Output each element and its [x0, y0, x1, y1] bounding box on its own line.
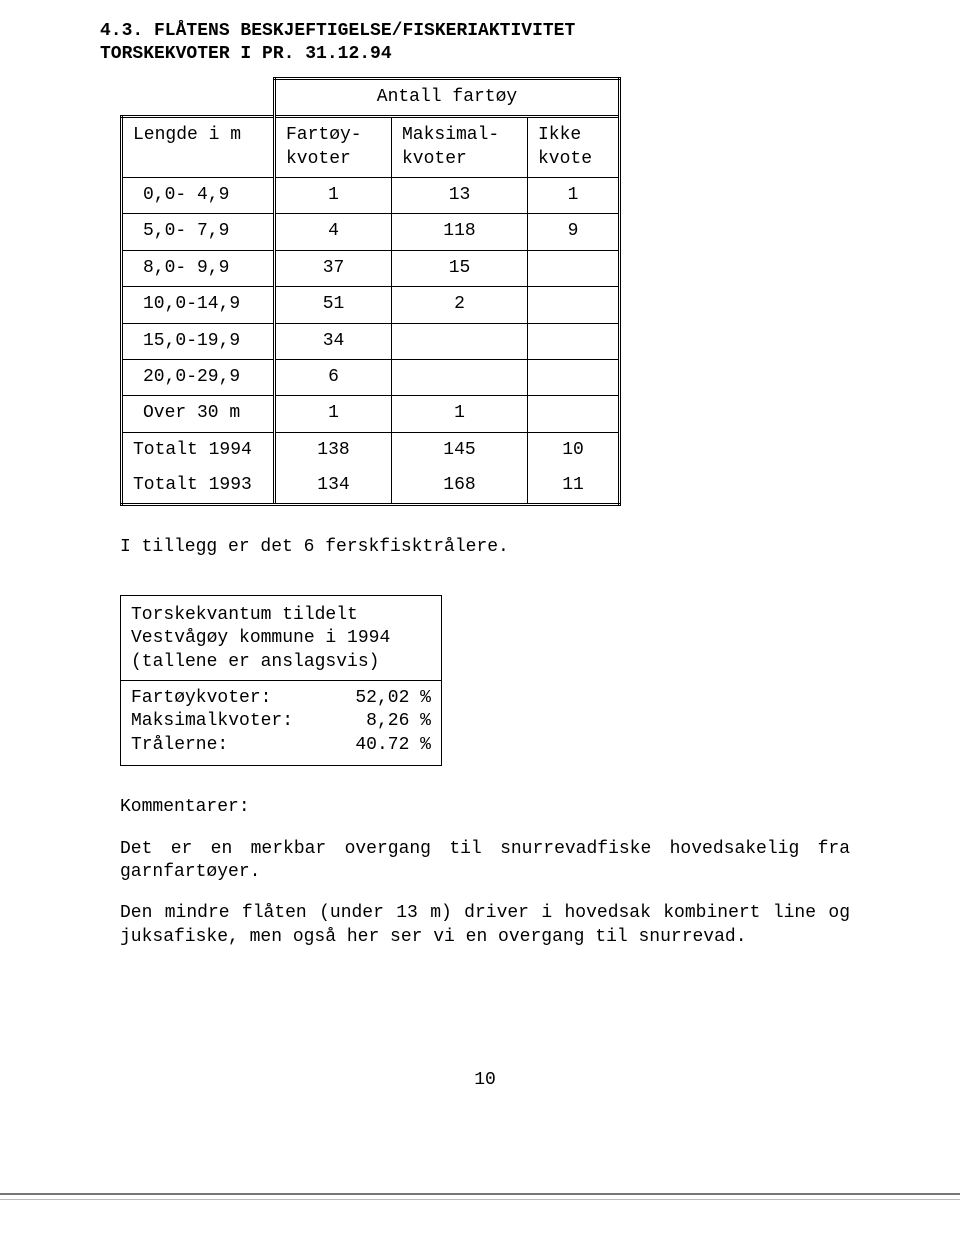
- cell-a: 134: [275, 468, 392, 505]
- box-header-line: Vestvågøy kommune i 1994: [131, 627, 431, 650]
- cell-b: 13: [392, 177, 528, 213]
- section-title: 4.3. FLÅTENS BESKJEFTIGELSE/FISKERIAKTIV…: [100, 20, 870, 67]
- cell-a: 37: [275, 250, 392, 286]
- table-row: 15,0-19,9 34: [122, 323, 620, 359]
- cell-c: 11: [528, 468, 620, 505]
- cell-a: 138: [275, 432, 392, 468]
- comments-para-1: Det er en merkbar overgang til snurrevad…: [120, 838, 850, 885]
- table-super-header-row: Antall fartøy: [122, 78, 620, 116]
- cell-a: 4: [275, 214, 392, 250]
- table-total-row: Totalt 1993 134 168 11: [122, 468, 620, 505]
- title-line-1: 4.3. FLÅTENS BESKJEFTIGELSE/FISKERIAKTIV…: [100, 20, 870, 43]
- cell-b: 1: [392, 396, 528, 432]
- box-header-line: Torskekvantum tildelt: [131, 604, 431, 627]
- cell-c: 9: [528, 214, 620, 250]
- cell-c: 10: [528, 432, 620, 468]
- allocation-box: Torskekvantum tildelt Vestvågøy kommune …: [120, 595, 442, 766]
- cell-b: 15: [392, 250, 528, 286]
- cell-len: Totalt 1993: [122, 468, 275, 505]
- cell-a: 34: [275, 323, 392, 359]
- allocation-value: 40.72 %: [355, 734, 431, 757]
- allocation-value: 52,02 %: [355, 687, 431, 710]
- cell-b: 118: [392, 214, 528, 250]
- cell-b: 168: [392, 468, 528, 505]
- allocation-row: Trålerne: 40.72 %: [131, 734, 431, 757]
- cell-b: [392, 323, 528, 359]
- box-header-line: (tallene er anslagsvis): [131, 651, 431, 674]
- table-total-row: Totalt 1994 138 145 10: [122, 432, 620, 468]
- note-after-table: I tillegg er det 6 ferskfisktrålere.: [120, 536, 870, 559]
- allocation-box-header: Torskekvantum tildelt Vestvågøy kommune …: [121, 596, 441, 681]
- allocation-row: Maksimalkvoter: 8,26 %: [131, 710, 431, 733]
- comments-heading: Kommentarer:: [120, 796, 850, 819]
- allocation-label: Fartøykvoter:: [131, 687, 271, 710]
- cell-len: 8,0- 9,9: [122, 250, 275, 286]
- allocation-row: Fartøykvoter: 52,02 %: [131, 687, 431, 710]
- cell-len: Totalt 1994: [122, 432, 275, 468]
- cell-c: [528, 323, 620, 359]
- footer-rule: [0, 1193, 960, 1200]
- cell-len: 0,0- 4,9: [122, 177, 275, 213]
- table-row: Over 30 m 1 1: [122, 396, 620, 432]
- table-row: 8,0- 9,9 37 15: [122, 250, 620, 286]
- allocation-box-body: Fartøykvoter: 52,02 % Maksimalkvoter: 8,…: [121, 681, 441, 765]
- table-row: 20,0-29,9 6: [122, 359, 620, 395]
- page: 4.3. FLÅTENS BESKJEFTIGELSE/FISKERIAKTIV…: [0, 0, 960, 1133]
- cell-len: 10,0-14,9: [122, 287, 275, 323]
- cell-c: [528, 250, 620, 286]
- allocation-value: 8,26 %: [355, 710, 431, 733]
- main-table-wrap: Antall fartøy Lengde i m Fartøy- kvoter …: [120, 77, 870, 507]
- table-row: 10,0-14,9 51 2: [122, 287, 620, 323]
- cell-b: 145: [392, 432, 528, 468]
- cell-a: 51: [275, 287, 392, 323]
- allocation-label: Trålerne:: [131, 734, 228, 757]
- blank-corner: [122, 78, 275, 116]
- cell-a: 1: [275, 177, 392, 213]
- cell-len: 15,0-19,9: [122, 323, 275, 359]
- cell-b: [392, 359, 528, 395]
- cell-a: 6: [275, 359, 392, 395]
- cell-a: 1: [275, 396, 392, 432]
- super-header: Antall fartøy: [275, 78, 620, 116]
- table-header-row: Lengde i m Fartøy- kvoter Maksimal- kvot…: [122, 117, 620, 178]
- th-ikke: Ikke kvote: [528, 117, 620, 178]
- allocation-label: Maksimalkvoter:: [131, 710, 293, 733]
- page-number: 10: [100, 1069, 870, 1092]
- cell-c: [528, 359, 620, 395]
- main-table: Antall fartøy Lengde i m Fartøy- kvoter …: [120, 77, 621, 507]
- cell-b: 2: [392, 287, 528, 323]
- cell-c: [528, 287, 620, 323]
- table-row: 5,0- 7,9 4 118 9: [122, 214, 620, 250]
- th-lengde: Lengde i m: [122, 117, 275, 178]
- th-fartoy: Fartøy- kvoter: [275, 117, 392, 178]
- cell-c: 1: [528, 177, 620, 213]
- cell-c: [528, 396, 620, 432]
- table-row: 0,0- 4,9 1 13 1: [122, 177, 620, 213]
- comments-para-2: Den mindre flåten (under 13 m) driver i …: [120, 902, 850, 949]
- cell-len: 20,0-29,9: [122, 359, 275, 395]
- cell-len: 5,0- 7,9: [122, 214, 275, 250]
- th-maksimal: Maksimal- kvoter: [392, 117, 528, 178]
- comments-section: Kommentarer: Det er en merkbar overgang …: [120, 796, 850, 949]
- cell-len: Over 30 m: [122, 396, 275, 432]
- title-line-2: TORSKEKVOTER I PR. 31.12.94: [100, 43, 870, 66]
